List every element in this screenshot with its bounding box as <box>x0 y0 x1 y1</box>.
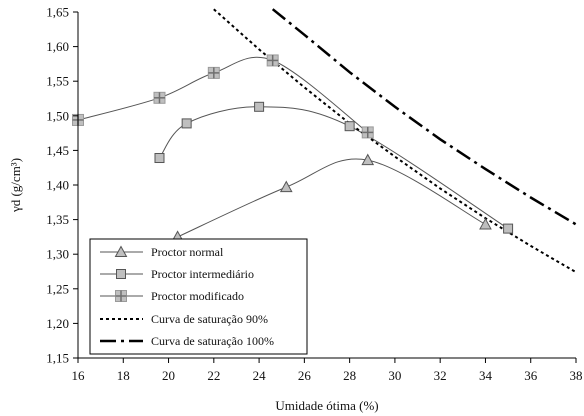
legend-marker-proctor-normal <box>114 245 128 257</box>
point-proctor-normal <box>361 153 375 166</box>
x-tick-label: 26 <box>298 368 312 383</box>
legend-label-curva-de-saturacao-90: Curva de saturação 90% <box>151 312 268 326</box>
y-tick-label: 1,60 <box>46 39 69 54</box>
y-tick-label: 1,45 <box>46 143 69 158</box>
x-tick-label: 18 <box>117 368 130 383</box>
point-proctor-modificado <box>153 91 166 104</box>
x-tick-label: 28 <box>343 368 356 383</box>
legend-label-proctor-modificado: Proctor modificado <box>151 289 244 303</box>
point-proctor-intermediario <box>154 153 165 164</box>
point-proctor-normal <box>279 180 293 193</box>
legend-label-proctor-normal: Proctor normal <box>151 245 224 259</box>
x-tick-label: 34 <box>479 368 493 383</box>
legend-label-proctor-intermediario: Proctor intermediário <box>151 267 254 281</box>
point-proctor-intermediario <box>254 101 265 112</box>
y-tick-label: 1,30 <box>46 247 69 262</box>
y-tick-label: 1,50 <box>46 108 69 123</box>
y-tick-label: 1,15 <box>46 351 69 366</box>
point-proctor-intermediario <box>503 223 514 234</box>
y-tick-label: 1,55 <box>46 74 69 89</box>
markers-layer <box>72 54 514 242</box>
point-proctor-modificado <box>207 66 220 79</box>
x-tick-label: 36 <box>524 368 538 383</box>
x-tick-label: 30 <box>388 368 401 383</box>
y-axis-title: γd (g/cm³) <box>8 158 23 213</box>
y-tick-label: 1,20 <box>46 316 69 331</box>
curve-curva-de-saturacao-100 <box>271 8 577 226</box>
legend-marker-proctor-intermediario <box>116 269 126 279</box>
series-line-proctor-normal <box>177 158 486 238</box>
x-axis-title: Umidade ótima (%) <box>275 398 378 413</box>
point-proctor-modificado <box>266 54 279 67</box>
point-proctor-normal <box>479 217 492 230</box>
legend-label-curva-de-saturacao-100: Curva de saturação 100% <box>151 334 274 348</box>
legend-marker-proctor-modificado <box>115 290 127 302</box>
x-tick-label: 38 <box>570 368 583 383</box>
point-proctor-intermediario <box>181 118 192 129</box>
x-tick-label: 32 <box>434 368 447 383</box>
y-tick-label: 1,40 <box>46 178 69 193</box>
legend: Proctor normal Proctor intermediário Proct… <box>89 238 308 355</box>
x-axis-ticks: 16 18 20 22 24 26 28 30 32 34 36 38 <box>72 358 583 383</box>
x-tick-label: 22 <box>207 368 220 383</box>
point-proctor-modificado <box>361 126 374 139</box>
legend-box <box>89 238 308 355</box>
x-tick-label: 24 <box>253 368 267 383</box>
y-axis-ticks: 1,15 1,20 1,25 1,30 1,35 1,40 1,45 1,50 1,55 1,60… <box>46 5 78 366</box>
y-tick-label: 1,35 <box>46 212 69 227</box>
y-tick-label: 1,65 <box>46 5 69 20</box>
point-proctor-intermediario <box>344 121 355 132</box>
y-tick-label: 1,25 <box>46 281 69 296</box>
x-tick-label: 16 <box>72 368 86 383</box>
x-tick-label: 20 <box>162 368 175 383</box>
